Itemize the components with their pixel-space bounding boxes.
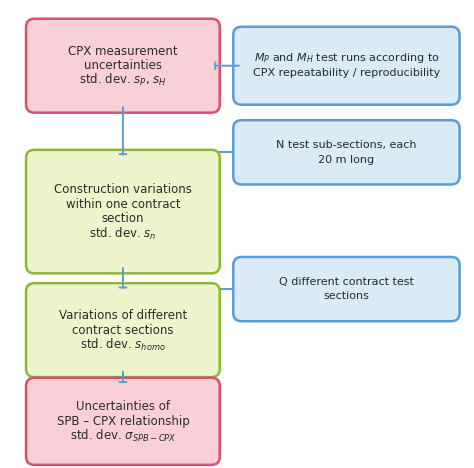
Text: SPB – CPX relationship: SPB – CPX relationship [56,415,189,428]
Text: $M_P$ and $M_H$ test runs according to: $M_P$ and $M_H$ test runs according to [254,51,439,66]
Text: within one contract: within one contract [65,198,180,211]
Text: N test sub-sections, each: N test sub-sections, each [276,140,417,150]
Text: Q different contract test: Q different contract test [279,277,414,287]
Text: sections: sections [323,292,369,301]
Text: contract sections: contract sections [72,324,173,336]
Text: std. dev. $s_P$, $s_H$: std. dev. $s_P$, $s_H$ [79,72,167,88]
FancyBboxPatch shape [233,120,460,184]
FancyBboxPatch shape [26,19,220,113]
Text: 20 m long: 20 m long [319,154,374,165]
Text: uncertainties: uncertainties [84,59,162,72]
FancyBboxPatch shape [233,27,460,105]
FancyBboxPatch shape [26,283,220,377]
FancyBboxPatch shape [26,150,220,273]
Text: CPX repeatability / reproducibility: CPX repeatability / reproducibility [253,68,440,78]
Text: Variations of different: Variations of different [59,309,187,322]
Text: std. dev. $s_n$: std. dev. $s_n$ [89,226,157,241]
Text: Uncertainties of: Uncertainties of [76,400,170,413]
FancyBboxPatch shape [233,257,460,321]
FancyBboxPatch shape [26,378,220,465]
Text: std. dev. $\sigma_{SPB-CPX}$: std. dev. $\sigma_{SPB-CPX}$ [70,428,176,444]
Text: Construction variations: Construction variations [54,183,192,196]
Text: std. dev. $s_{homo}$: std. dev. $s_{homo}$ [80,336,166,353]
Text: section: section [101,212,144,226]
Text: CPX measurement: CPX measurement [68,44,178,58]
